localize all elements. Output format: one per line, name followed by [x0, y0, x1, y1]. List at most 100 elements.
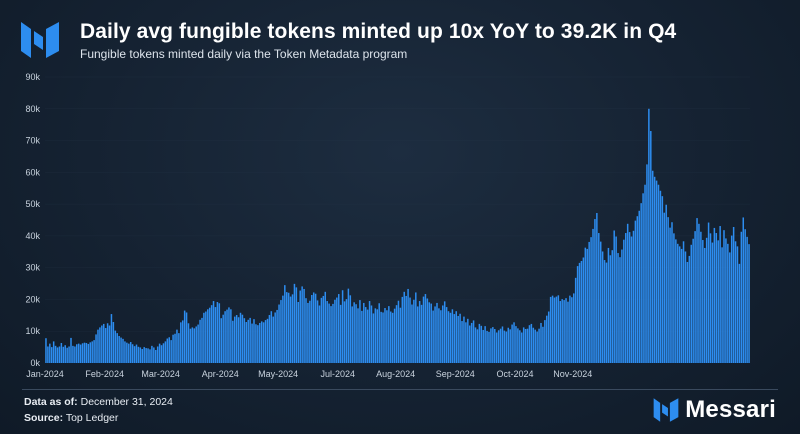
chart-bar [164, 341, 167, 363]
chart-bar [237, 317, 240, 363]
chart-bar [203, 312, 205, 363]
y-axis-ticks: 0k 10k 20k 30k 40k 50k 60k 70k 80k 90k [25, 72, 40, 368]
chart-bar [443, 301, 446, 363]
chart-bar [657, 184, 660, 363]
chart-bar [621, 249, 623, 363]
x-tick-label: Feb-2024 [85, 369, 124, 379]
chart-bar [260, 321, 263, 363]
x-tick-label: Apr-2024 [202, 369, 239, 379]
chart-bar [137, 346, 140, 363]
chart-bar [295, 287, 298, 363]
chart-bar [120, 337, 122, 363]
chart-bar [110, 314, 113, 363]
chart-bar [659, 190, 662, 363]
chart-bar [224, 311, 226, 363]
chart-bar [734, 241, 737, 363]
chart-bar [727, 243, 729, 363]
chart-bar [332, 303, 334, 363]
chart-bar [702, 240, 704, 363]
chart-bar [744, 229, 746, 363]
chart-bar [603, 260, 606, 363]
chart-bar [303, 288, 305, 363]
chart-bar [457, 315, 459, 363]
chart-bar [74, 346, 76, 363]
chart-bar [357, 308, 359, 363]
chart-bar [168, 337, 170, 363]
chart-bar [470, 322, 473, 363]
chart-bar [576, 266, 579, 363]
chart-bar [480, 325, 483, 363]
chart-bar [713, 227, 716, 363]
chart-bar [692, 238, 694, 363]
chart-bar [376, 309, 379, 363]
chart-bar [124, 341, 126, 363]
chart-bar [507, 327, 510, 363]
chart-bar [81, 343, 84, 363]
chart-bar [153, 347, 155, 363]
chart-bar [677, 243, 679, 363]
chart-bar [582, 257, 585, 363]
chart-bar [420, 304, 423, 363]
chart-bar [133, 346, 136, 363]
chart-bar [738, 263, 741, 363]
chart-bar [465, 322, 467, 363]
messari-brand-icon [653, 398, 679, 422]
chart-bar [715, 233, 718, 363]
chart-bar [384, 308, 386, 363]
chart-bar [544, 320, 546, 363]
chart-bar [438, 308, 440, 363]
chart-bar [351, 306, 353, 363]
chart-bar [158, 343, 161, 363]
chart-bar [632, 230, 635, 363]
chart-bar [663, 212, 666, 363]
chart-bar [569, 295, 571, 363]
chart-bar [495, 332, 498, 363]
chart-bar [391, 312, 394, 363]
chart-bar [284, 285, 286, 363]
chart-bar [185, 312, 188, 363]
chart-bar [719, 226, 721, 363]
chart-bar [52, 341, 55, 363]
chart-bar [584, 247, 587, 363]
chart-bar [58, 346, 61, 363]
chart-bar [497, 330, 500, 363]
chart-bar [50, 347, 53, 363]
chart-bar [128, 343, 130, 363]
chart-bar [183, 310, 186, 363]
chart-bar [426, 298, 429, 363]
chart-bar [220, 318, 222, 363]
chart-bar [363, 302, 365, 363]
chart-bar [72, 345, 74, 363]
chart-bar [671, 222, 673, 363]
chart-bar [638, 210, 640, 363]
chart-bar [226, 309, 228, 363]
chart-bar [378, 303, 380, 363]
chart-bar [705, 237, 708, 363]
chart-bar [573, 293, 575, 363]
chart-bar [112, 322, 115, 363]
chart-bar [212, 301, 215, 363]
chart-bar [520, 332, 523, 363]
chart-bar [680, 248, 683, 363]
chart-bar [599, 241, 602, 363]
chart-bar [397, 300, 400, 363]
chart-bar [349, 295, 352, 363]
chart-bar [83, 342, 86, 363]
chart-bar [326, 301, 328, 363]
chart-bar [151, 345, 153, 363]
chart-bar [592, 228, 594, 363]
chart-bar [505, 331, 508, 363]
chart-bar [736, 246, 739, 363]
chart-bar [222, 314, 224, 363]
chart-bar [519, 330, 521, 363]
chart-bar [257, 325, 259, 363]
chart-bar [655, 180, 658, 363]
chart-bar [474, 327, 477, 363]
chart-bar [145, 348, 147, 363]
chart-bar [501, 326, 504, 363]
chart-bar [193, 328, 196, 363]
chart-bar [101, 325, 103, 363]
chart-bar [216, 301, 219, 363]
chart-bar [370, 305, 373, 363]
chart-bar [571, 297, 573, 363]
